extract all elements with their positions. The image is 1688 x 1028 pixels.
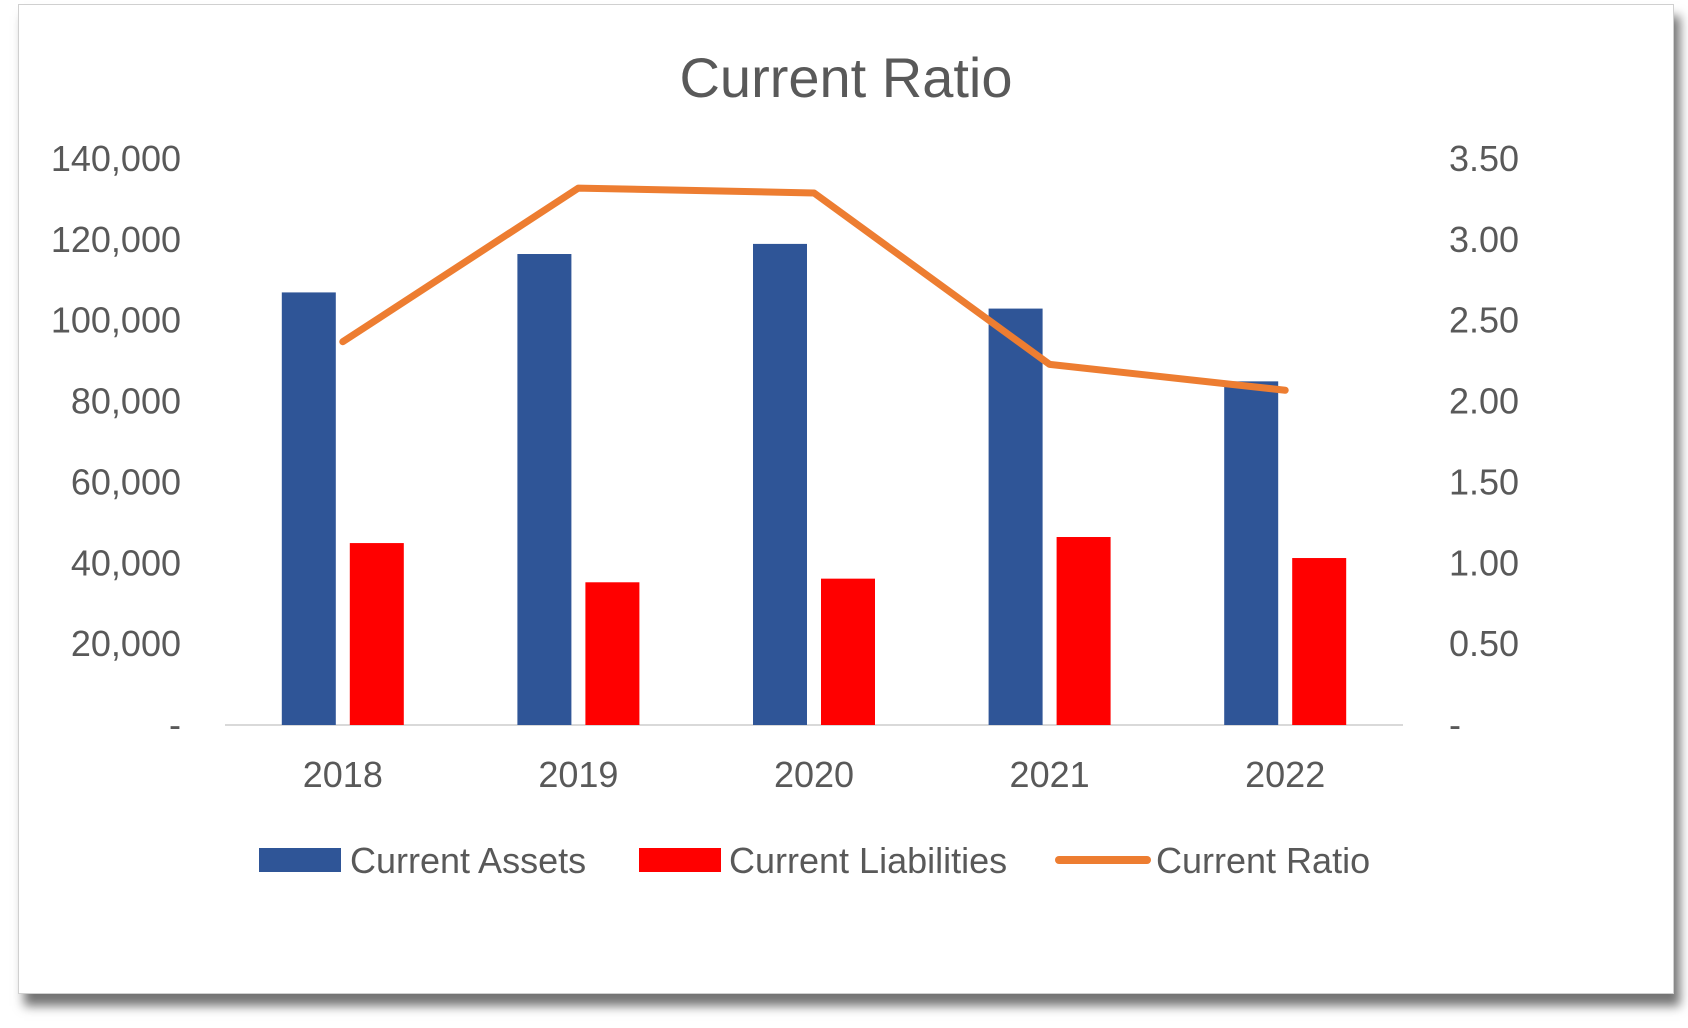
left-tick-label: 60,000 [71, 461, 181, 502]
right-tick-label: 2.00 [1449, 381, 1519, 422]
x-tick-label: 2019 [538, 754, 618, 795]
current-liabilities-bar [1056, 537, 1111, 725]
right-tick-label: 3.00 [1449, 219, 1519, 260]
chart-svg: Current Ratio - 20,000 40,000 60,000 80,000 1… [51, 46, 1519, 881]
x-tick-label: 2018 [303, 754, 383, 795]
current-liabilities-bar [349, 543, 404, 725]
current-liabilities-bar [1292, 558, 1347, 725]
legend-swatch-current-liabilities [639, 848, 721, 872]
legend: Current Assets Current Liabilities Current… [259, 840, 1370, 881]
right-tick-label: 0.50 [1449, 623, 1519, 664]
left-tick-label: - [169, 704, 181, 745]
right-tick-label: 1.00 [1449, 542, 1519, 583]
right-tick-label: 3.50 [1449, 138, 1519, 179]
x-tick-label: 2021 [1010, 754, 1090, 795]
current-liabilities-bar [585, 582, 640, 725]
right-tick-label: - [1449, 704, 1461, 745]
left-tick-label: 120,000 [51, 219, 181, 260]
current-assets-bar [753, 243, 807, 725]
right-tick-label: 1.50 [1449, 461, 1519, 502]
current-liabilities-bar [821, 578, 875, 725]
bars-group [281, 243, 1347, 725]
current-assets-bar [1224, 381, 1279, 725]
current-assets-bar [281, 292, 336, 725]
legend-label: Current Assets [350, 840, 586, 881]
left-axis: - 20,000 40,000 60,000 80,000 100,000 120,000 1… [51, 138, 181, 745]
left-tick-label: 100,000 [51, 300, 181, 341]
current-assets-bar [988, 308, 1043, 725]
chart-frame: Current Ratio - 20,000 40,000 60,000 80,000 1… [18, 4, 1674, 994]
x-tick-label: 2022 [1245, 754, 1325, 795]
right-tick-label: 2.50 [1449, 300, 1519, 341]
left-tick-label: 140,000 [51, 138, 181, 179]
left-tick-label: 40,000 [71, 542, 181, 583]
x-axis: 2018 2019 2020 2021 2022 [303, 754, 1325, 795]
legend-label: Current Ratio [1156, 840, 1370, 881]
x-tick-label: 2020 [774, 754, 854, 795]
legend-swatch-current-assets [259, 848, 341, 872]
right-axis: - 0.50 1.00 1.50 2.00 2.50 3.00 3.50 [1449, 138, 1519, 745]
ratio-line-group [339, 184, 1289, 394]
current-assets-bar [517, 254, 572, 725]
left-tick-label: 20,000 [71, 623, 181, 664]
chart-title: Current Ratio [679, 46, 1012, 109]
current-ratio-line [339, 184, 1289, 394]
left-tick-label: 80,000 [71, 381, 181, 422]
legend-label: Current Liabilities [729, 840, 1007, 881]
